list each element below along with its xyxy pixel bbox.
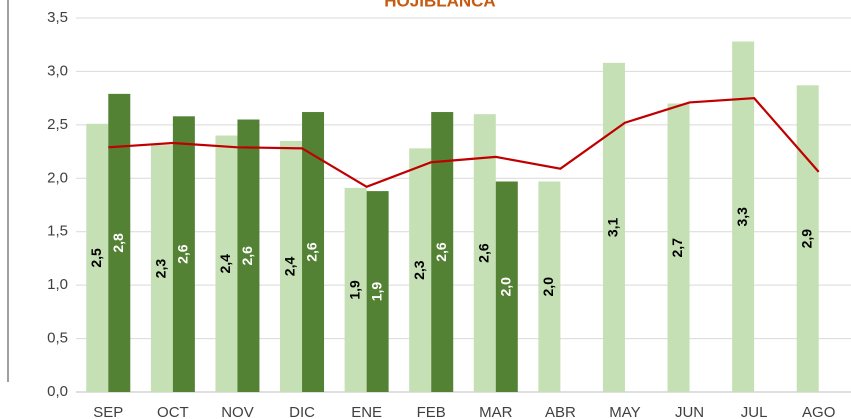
x-tick-label: FEB — [417, 404, 446, 419]
value-label: 2,0 — [497, 277, 513, 297]
bar — [667, 103, 690, 392]
value-label: 2,6 — [239, 246, 255, 266]
chart-title: HOJIBLANCA — [384, 0, 495, 10]
value-label: 3,3 — [734, 207, 750, 227]
bar — [732, 41, 755, 392]
value-label: 2,3 — [411, 260, 427, 280]
bar — [431, 112, 454, 392]
x-tick-label: MAY — [609, 404, 640, 419]
y-tick-label: 0,5 — [47, 330, 68, 347]
bar — [602, 62, 625, 392]
y-tick-label: 2,5 — [47, 116, 68, 133]
bar — [538, 181, 561, 392]
x-tick-label: MAR — [479, 404, 513, 419]
x-tick-label: NOV — [221, 404, 254, 419]
bar — [280, 140, 303, 392]
x-tick-label: AGO — [802, 404, 835, 419]
x-tick-label: JUL — [741, 404, 768, 419]
y-tick-label: 3,0 — [47, 62, 68, 79]
value-label: 2,6 — [433, 242, 449, 262]
y-tick-label: 3,5 — [47, 9, 68, 26]
bar — [215, 135, 238, 393]
value-label: 2,0 — [540, 277, 556, 297]
x-tick-label: JUN — [675, 404, 704, 419]
value-label: 2,9 — [798, 229, 814, 249]
bar — [108, 93, 131, 393]
value-label: 2,8 — [110, 233, 126, 253]
value-label: 2,6 — [475, 243, 491, 263]
y-tick-label: 2,0 — [47, 169, 68, 186]
bar — [344, 187, 367, 392]
value-label: 1,9 — [346, 280, 362, 300]
x-tick-label: OCT — [157, 404, 189, 419]
line — [108, 97, 820, 189]
y-tick-label: 1,0 — [47, 276, 68, 293]
value-label: 3,1 — [605, 217, 621, 237]
bar — [86, 123, 109, 392]
bar — [150, 145, 173, 392]
bar — [495, 181, 518, 392]
x-tick-label: SEP — [93, 404, 123, 419]
bar — [366, 191, 389, 392]
bar — [473, 114, 496, 393]
x-tick-label: ABR — [545, 404, 576, 419]
bar — [237, 119, 260, 392]
value-label: 1,9 — [368, 282, 384, 302]
value-label: 2,7 — [669, 238, 685, 258]
x-tick-label: DIC — [289, 404, 315, 419]
value-label: 2,4 — [217, 254, 233, 274]
x-tick-label: ENE — [351, 404, 382, 419]
value-label: 2,5 — [88, 248, 104, 268]
bar — [302, 112, 325, 392]
bar — [409, 148, 432, 392]
bar — [172, 116, 195, 393]
value-label: 2,6 — [175, 244, 191, 264]
y-tick-label: 1,5 — [47, 223, 68, 240]
value-label: 2,3 — [153, 259, 169, 279]
y-tick-label: 0,0 — [47, 383, 68, 400]
bar — [796, 85, 819, 392]
value-label: 2,4 — [282, 257, 298, 277]
value-label: 2,6 — [304, 242, 320, 262]
